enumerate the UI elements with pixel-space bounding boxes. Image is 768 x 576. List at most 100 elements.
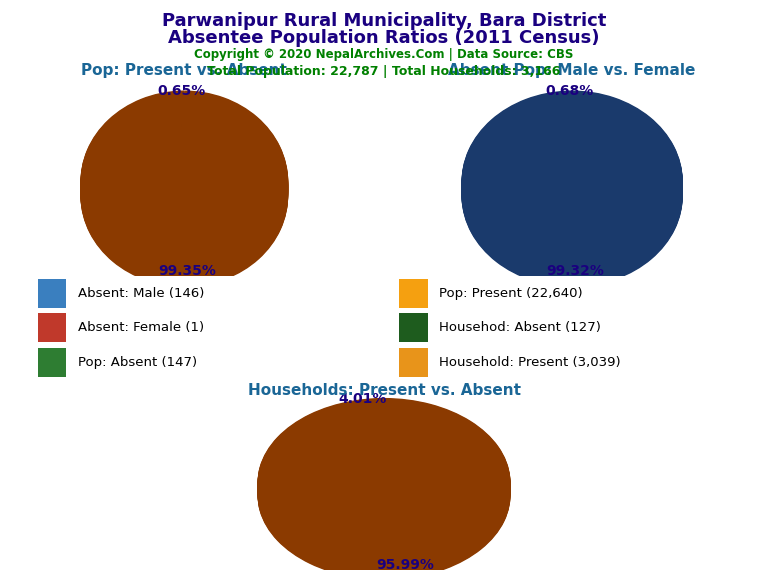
Wedge shape	[568, 98, 572, 189]
Title: Pop: Present vs. Absent: Pop: Present vs. Absent	[81, 63, 287, 78]
Wedge shape	[568, 91, 572, 183]
Wedge shape	[568, 93, 572, 184]
Wedge shape	[180, 104, 184, 195]
Wedge shape	[180, 100, 184, 191]
Wedge shape	[353, 402, 384, 487]
Wedge shape	[257, 406, 511, 575]
Wedge shape	[180, 101, 184, 192]
Text: 95.99%: 95.99%	[376, 558, 434, 571]
Wedge shape	[257, 401, 511, 570]
Wedge shape	[462, 94, 683, 276]
Wedge shape	[81, 100, 288, 282]
Wedge shape	[81, 97, 288, 279]
Wedge shape	[462, 97, 683, 279]
Bar	[38, 347, 66, 377]
Wedge shape	[462, 90, 683, 272]
Wedge shape	[568, 112, 572, 181]
Bar	[38, 279, 66, 308]
Wedge shape	[568, 97, 572, 188]
Wedge shape	[81, 101, 288, 283]
Wedge shape	[81, 103, 288, 286]
Wedge shape	[81, 100, 288, 282]
Wedge shape	[462, 103, 683, 285]
Wedge shape	[462, 104, 683, 286]
Text: 4.01%: 4.01%	[339, 392, 387, 406]
Wedge shape	[257, 402, 511, 571]
Wedge shape	[462, 100, 683, 282]
Wedge shape	[257, 409, 511, 576]
Wedge shape	[81, 102, 288, 284]
Wedge shape	[180, 93, 184, 184]
Wedge shape	[257, 418, 511, 545]
Wedge shape	[462, 93, 683, 275]
Wedge shape	[257, 410, 511, 576]
Wedge shape	[81, 104, 288, 286]
Wedge shape	[568, 93, 572, 184]
Wedge shape	[180, 97, 184, 188]
Wedge shape	[353, 409, 384, 494]
Wedge shape	[462, 95, 683, 277]
Wedge shape	[353, 399, 384, 483]
Wedge shape	[81, 95, 288, 277]
Text: Absent: Male (146): Absent: Male (146)	[78, 287, 204, 300]
Text: Households: Present vs. Absent: Households: Present vs. Absent	[247, 383, 521, 398]
Wedge shape	[257, 406, 511, 574]
Wedge shape	[353, 411, 384, 495]
Wedge shape	[462, 96, 683, 278]
Bar	[399, 313, 428, 342]
Wedge shape	[462, 98, 683, 280]
Wedge shape	[81, 93, 288, 276]
Wedge shape	[462, 97, 683, 279]
Wedge shape	[257, 401, 511, 570]
Wedge shape	[257, 407, 511, 576]
Wedge shape	[353, 411, 384, 495]
Wedge shape	[81, 91, 288, 274]
Text: Absentee Population Ratios (2011 Census): Absentee Population Ratios (2011 Census)	[168, 29, 600, 47]
Wedge shape	[257, 403, 511, 571]
Wedge shape	[353, 407, 384, 491]
Wedge shape	[81, 103, 288, 285]
Wedge shape	[180, 93, 184, 184]
Wedge shape	[353, 404, 384, 488]
Wedge shape	[462, 101, 683, 283]
Wedge shape	[257, 408, 511, 576]
Wedge shape	[257, 408, 511, 576]
Wedge shape	[353, 404, 384, 488]
Wedge shape	[568, 92, 572, 183]
Wedge shape	[568, 100, 572, 191]
Wedge shape	[568, 96, 572, 187]
Wedge shape	[180, 105, 184, 196]
Wedge shape	[568, 97, 572, 188]
Wedge shape	[568, 100, 572, 191]
Wedge shape	[81, 105, 288, 287]
Wedge shape	[81, 92, 288, 274]
Wedge shape	[353, 398, 384, 482]
Wedge shape	[81, 112, 288, 249]
Wedge shape	[568, 104, 572, 195]
Wedge shape	[353, 403, 384, 487]
Wedge shape	[180, 102, 184, 193]
Wedge shape	[81, 98, 288, 280]
Wedge shape	[568, 102, 572, 193]
Wedge shape	[462, 91, 683, 274]
Wedge shape	[180, 94, 184, 185]
Text: Absent: Female (1): Absent: Female (1)	[78, 321, 204, 334]
Wedge shape	[353, 400, 384, 484]
Text: Copyright © 2020 NepalArchives.Com | Data Source: CBS: Copyright © 2020 NepalArchives.Com | Dat…	[194, 48, 574, 62]
Wedge shape	[353, 406, 384, 491]
Wedge shape	[180, 91, 184, 183]
Bar	[399, 279, 428, 308]
Wedge shape	[257, 398, 511, 567]
Wedge shape	[462, 98, 683, 281]
Wedge shape	[180, 112, 184, 181]
Wedge shape	[568, 105, 572, 196]
Wedge shape	[462, 103, 683, 286]
Wedge shape	[568, 101, 572, 192]
Text: Househod: Absent (127): Househod: Absent (127)	[439, 321, 601, 334]
Wedge shape	[81, 97, 288, 279]
Wedge shape	[180, 103, 184, 194]
Wedge shape	[462, 93, 683, 276]
Wedge shape	[81, 98, 288, 281]
Wedge shape	[353, 418, 384, 482]
Wedge shape	[257, 405, 511, 574]
